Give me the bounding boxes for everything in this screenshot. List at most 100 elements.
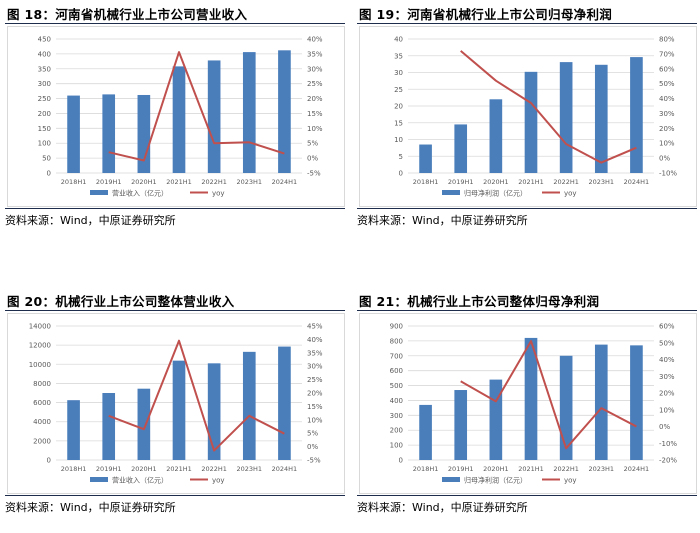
right-axis-tick-label: 80% bbox=[659, 36, 675, 44]
bar bbox=[172, 66, 186, 173]
revenue-chart-industry: 0 2000 4000 6000 8000 10000 12000 14000 -5% 0% 5% 1… bbox=[29, 323, 323, 485]
left-axis-tick-label: 500 bbox=[390, 382, 403, 390]
bar bbox=[630, 57, 643, 174]
left-axis-tick-label: 700 bbox=[390, 352, 403, 360]
x-axis-tick-label: 2023H1 bbox=[588, 465, 614, 473]
chart-area: 0 5 10 15 20 25 30 35 40 -10% 0% 10% 20% 30% 40% 50% 60%… bbox=[359, 26, 697, 207]
x-axis-tick-label: 2020H1 bbox=[131, 465, 157, 473]
left-axis-tick-label: 250 bbox=[38, 95, 51, 103]
yoy-line bbox=[460, 340, 637, 450]
left-axis-tick-label: 800 bbox=[390, 337, 403, 345]
right-axis-tick-label: 10% bbox=[307, 416, 323, 424]
left-axis-tick-label: 0 bbox=[47, 457, 51, 465]
left-axis-tick-label: 350 bbox=[38, 65, 51, 73]
bar bbox=[489, 379, 503, 460]
right-axis-tick-label: 45% bbox=[307, 323, 323, 331]
yoy-line bbox=[460, 50, 637, 164]
bar bbox=[102, 393, 116, 460]
right-axis-tick-label: 15% bbox=[307, 403, 323, 411]
x-axis-tick-label: 2021H1 bbox=[166, 465, 192, 473]
bar bbox=[419, 404, 432, 460]
left-axis-tick-label: 150 bbox=[38, 125, 51, 133]
legend-label-line: yoy bbox=[564, 190, 577, 198]
bar bbox=[524, 337, 538, 460]
right-axis-tick-label: 15% bbox=[307, 110, 323, 118]
bar bbox=[207, 363, 221, 460]
x-axis-tick-label: 2018H1 bbox=[413, 178, 439, 186]
bar bbox=[454, 124, 468, 173]
source-line: 资料来源：Wind，中原证券研究所 bbox=[5, 495, 345, 514]
left-axis-tick-label: 300 bbox=[390, 412, 403, 420]
right-axis-tick-label: 30% bbox=[307, 65, 323, 73]
right-axis-tick-label: 5% bbox=[307, 140, 318, 148]
right-axis-tick-label: -20% bbox=[659, 457, 677, 465]
left-axis-tick-label: 10 bbox=[394, 136, 403, 144]
x-axis-tick-label: 2024H1 bbox=[272, 178, 298, 186]
x-axis-tick-label: 2019H1 bbox=[96, 178, 122, 186]
left-axis-tick-label: 0 bbox=[47, 170, 51, 178]
bar bbox=[594, 344, 608, 460]
legend-label-line: yoy bbox=[564, 477, 577, 485]
right-axis-tick-label: 70% bbox=[659, 50, 675, 58]
source-line: 资料来源：Wind，中原证券研究所 bbox=[357, 208, 697, 227]
legend-label-bar: 归母净利润（亿元） bbox=[464, 189, 527, 198]
left-axis-tick-label: 6000 bbox=[33, 399, 51, 407]
panel-fig18: 图 18：河南省机械行业上市公司营业收入 0 50 100 150 200 250 300 3… bbox=[5, 3, 345, 243]
bar bbox=[242, 351, 256, 460]
right-axis-tick-label: 40% bbox=[659, 356, 675, 364]
right-axis-tick-label: 10% bbox=[659, 406, 675, 414]
net-profit-chart-industry: 0 100 200 300 400 500 600 700 800 900 -20% -10% 0% 10… bbox=[390, 323, 678, 485]
right-axis-tick-label: 20% bbox=[307, 95, 323, 103]
bar bbox=[278, 50, 291, 174]
yoy-line bbox=[108, 339, 285, 452]
bar bbox=[559, 62, 573, 173]
right-axis-tick-label: 50% bbox=[659, 339, 675, 347]
left-axis-tick-label: 200 bbox=[390, 427, 403, 435]
x-axis-tick-label: 2020H1 bbox=[483, 465, 509, 473]
panel-title: 图 18：河南省机械行业上市公司营业收入 bbox=[7, 7, 248, 22]
right-axis-tick-label: 0% bbox=[307, 155, 318, 163]
right-axis-tick-label: 40% bbox=[307, 336, 323, 344]
left-axis-tick-label: 900 bbox=[390, 323, 403, 331]
left-axis-tick-label: 35 bbox=[394, 52, 403, 60]
left-axis-tick-label: 10000 bbox=[29, 361, 51, 369]
right-axis-tick-label: 10% bbox=[659, 140, 675, 148]
x-axis-tick-label: 2021H1 bbox=[166, 178, 192, 186]
legend-label-line: yoy bbox=[212, 477, 225, 485]
x-axis-tick-label: 2024H1 bbox=[624, 465, 650, 473]
right-axis-tick-label: 5% bbox=[307, 430, 318, 438]
panel-fig19: 图 19：河南省机械行业上市公司归母净利润 0 5 10 15 20 25 30 35 40 -1… bbox=[357, 3, 697, 243]
left-axis-tick-label: 0 bbox=[399, 170, 403, 178]
right-axis-tick-label: 60% bbox=[659, 65, 675, 73]
source-text: 资料来源：Wind，中原证券研究所 bbox=[5, 214, 176, 227]
left-axis-tick-label: 400 bbox=[38, 50, 51, 58]
right-axis-tick-label: -5% bbox=[307, 170, 321, 178]
left-axis-tick-label: 8000 bbox=[33, 380, 51, 388]
x-axis-tick-label: 2024H1 bbox=[624, 178, 650, 186]
left-axis-tick-label: 200 bbox=[38, 110, 51, 118]
left-axis-tick-label: 12000 bbox=[29, 342, 51, 350]
left-axis-tick-label: 600 bbox=[390, 367, 403, 375]
x-axis-tick-label: 2020H1 bbox=[131, 178, 157, 186]
x-axis-tick-label: 2023H1 bbox=[236, 465, 262, 473]
x-axis-tick-label: 2018H1 bbox=[61, 465, 87, 473]
bar bbox=[630, 345, 643, 460]
bar bbox=[102, 94, 116, 173]
panel-title-bar: 图 21：机械行业上市公司整体归母净利润 bbox=[357, 290, 697, 311]
panel-title: 图 21：机械行业上市公司整体归母净利润 bbox=[359, 294, 600, 309]
chart-area: 0 2000 4000 6000 8000 10000 12000 14000 -5% 0% 5% 1… bbox=[7, 313, 345, 494]
x-axis-tick-label: 2018H1 bbox=[61, 178, 87, 186]
bar bbox=[524, 71, 538, 173]
bar bbox=[594, 64, 608, 173]
panel-fig20: 图 20：机械行业上市公司整体营业收入 0 2000 4000 6000 8000 100… bbox=[5, 290, 345, 530]
left-axis-tick-label: 100 bbox=[390, 442, 403, 450]
legend-swatch-bar bbox=[90, 190, 108, 195]
right-axis-tick-label: 0% bbox=[307, 443, 318, 451]
x-axis-tick-label: 2020H1 bbox=[483, 178, 509, 186]
source-text: 资料来源：Wind，中原证券研究所 bbox=[357, 501, 528, 514]
legend-label-bar: 营业收入（亿元） bbox=[112, 189, 168, 198]
bar bbox=[242, 52, 256, 174]
panel-title: 图 19：河南省机械行业上市公司归母净利润 bbox=[359, 7, 613, 22]
left-axis-tick-label: 20 bbox=[394, 103, 403, 111]
panel-fig21: 图 21：机械行业上市公司整体归母净利润 0 100 200 300 400 500 600… bbox=[357, 290, 697, 530]
